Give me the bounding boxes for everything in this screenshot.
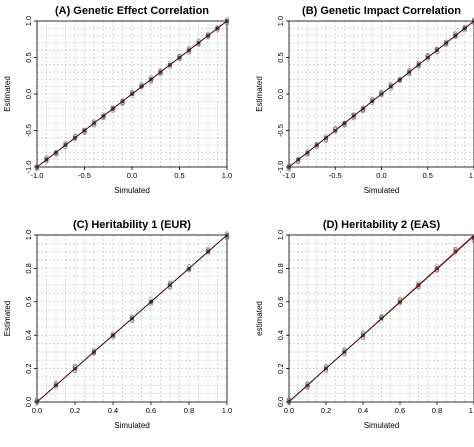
y-tick-label: 0.4: [276, 330, 285, 340]
grid: [36, 20, 228, 168]
x-tick-label: 0.0: [284, 406, 294, 415]
x-tick-label: -0.5: [329, 171, 342, 180]
y-tick-label: -1.0: [276, 161, 285, 174]
x-tick-label: 0.5: [174, 171, 184, 180]
panel-a: (A) Genetic Effect Correlation -1.0 -0.5 0.…: [3, 5, 232, 195]
y-tick-label: -0.5: [24, 124, 33, 137]
y-tick-label: 1.0: [276, 16, 285, 26]
y-tick-label: 1.0: [24, 16, 33, 26]
y-tick-label: 0.8: [24, 263, 33, 273]
x-tick-label: 0.4: [108, 406, 118, 415]
x-tick-label: 0.0: [127, 171, 137, 180]
x-tick-label: 1.0: [469, 406, 474, 415]
x-tick-label: 0.6: [146, 406, 156, 415]
x-tick-label: 1.0: [222, 406, 232, 415]
grid: [288, 20, 474, 168]
panel-title: (A) Genetic Effect Correlation: [55, 5, 209, 17]
y-tick-label: 0.0: [24, 397, 33, 407]
x-tick-label: 0.0: [32, 406, 42, 415]
y-tick-label: 1.0: [24, 230, 33, 240]
x-tick-label: 0.0: [376, 171, 386, 180]
x-tick-label: 0.8: [184, 406, 194, 415]
x-tick-label: -0.5: [78, 171, 91, 180]
x-tick-label: 0.2: [70, 406, 80, 415]
fit-line: [288, 235, 474, 402]
x-tick-label: 1.0: [222, 171, 232, 180]
y-axis-label: Estimated: [3, 301, 12, 337]
fit-line: [288, 20, 474, 168]
panel-title: (C) Heritability 1 (EUR): [73, 219, 191, 231]
y-axis-label: estimated: [255, 301, 264, 336]
x-axis-label: Simulated: [114, 421, 150, 430]
x-tick-label: 0.4: [358, 406, 368, 415]
x-axis-label: Simulated: [364, 186, 400, 195]
y-tick-label: 1.0: [276, 230, 285, 240]
fit-line: [36, 234, 228, 403]
fit-line: [36, 20, 228, 168]
x-tick-label: -1.0: [31, 171, 44, 180]
panel-b: (B) Genetic Impact Correlation -1.0 -0.5 0.…: [255, 5, 474, 195]
y-tick-label: 0.0: [276, 397, 285, 407]
y-tick-label: 0.5: [276, 52, 285, 62]
panel-d: (D) Heritability 2 (EAS) 0.0 0.2 0.4 0.6 0.8 1…: [255, 219, 474, 430]
x-tick-label: 0.8: [432, 406, 442, 415]
y-axis-label: Estimated: [255, 76, 264, 112]
y-tick-label: 0.2: [276, 363, 285, 373]
plot-frame: [288, 234, 474, 403]
panel-title: (B) Genetic Impact Correlation: [302, 5, 461, 17]
y-tick-label: -1.0: [24, 161, 33, 174]
y-tick-label: 0.0: [24, 89, 33, 99]
x-axis-label: Simulated: [364, 421, 400, 430]
y-tick-label: 0.8: [276, 263, 285, 273]
plot-frame: [36, 234, 228, 403]
y-tick-label: 0.4: [24, 330, 33, 340]
x-tick-label: -1.0: [283, 171, 296, 180]
y-tick-label: 0.5: [24, 52, 33, 62]
panel-title: (D) Heritability 2 (EAS): [323, 219, 441, 231]
x-tick-label: 0.5: [423, 171, 433, 180]
x-axis-label: Simulated: [114, 186, 150, 195]
y-tick-label: 0.2: [24, 363, 33, 373]
y-tick-label: 0.6: [276, 297, 285, 307]
y-axis-label: Estimated: [3, 76, 12, 112]
y-tick-label: 0.0: [276, 89, 285, 99]
y-tick-label: -0.5: [276, 124, 285, 137]
panel-c: (C) Heritability 1 (EUR) 0.0 0.2 0.4 0.6 0.8 1…: [3, 219, 232, 430]
x-tick-label: 1.0: [469, 171, 474, 180]
data-point: [472, 17, 474, 22]
y-tick-label: 0.6: [24, 297, 33, 307]
x-tick-label: 0.2: [321, 406, 331, 415]
x-tick-label: 0.6: [395, 406, 405, 415]
